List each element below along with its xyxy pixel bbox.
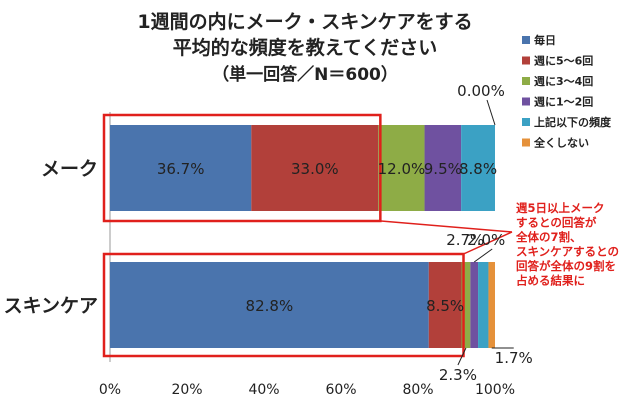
highlight-box-make <box>102 113 382 223</box>
legend-label: 週に1～2回 <box>534 95 593 109</box>
bar--1 <box>478 262 489 348</box>
data-label: 1.7% <box>495 349 533 367</box>
legend-swatch <box>522 118 530 126</box>
highlight-boxes <box>102 113 513 358</box>
annotation-line: 占める結果に <box>516 274 585 288</box>
legend-label: 週に3～4回 <box>534 74 593 88</box>
data-label: 0.00% <box>457 82 505 100</box>
bars <box>110 125 495 348</box>
bar-3-4-0 <box>378 125 425 211</box>
legend-swatch <box>522 138 530 147</box>
bar-5-6-0 <box>251 125 379 211</box>
bar--0 <box>110 125 252 211</box>
legend-swatch <box>522 56 530 65</box>
annotation: 週5日以上メークするとの回答が全体の7割、スキンケアするとの回答が全体の9割を占… <box>515 201 619 288</box>
x-tick-label: 20% <box>171 382 202 398</box>
bar-1-2-0 <box>424 125 462 211</box>
bar--0 <box>461 125 495 211</box>
data-label: 8.5% <box>426 297 464 315</box>
legend-label: 全くしない <box>533 136 589 150</box>
annotation-line: 回答が全体の9割を <box>516 259 616 273</box>
data-label: 33.0% <box>291 160 339 178</box>
legend-swatch <box>522 36 530 44</box>
bar-3-4-1 <box>461 262 471 348</box>
bar-5-6-1 <box>428 262 462 348</box>
legend-swatch <box>522 77 530 85</box>
bar--1 <box>110 262 429 348</box>
highlight-box-skincare <box>102 252 465 358</box>
label-leader-line <box>457 347 467 366</box>
data-label: 2.3% <box>439 366 477 384</box>
legend-label: 上記以下の頻度 <box>534 115 612 129</box>
x-tick-label: 100% <box>475 382 515 398</box>
label-leader-line <box>486 99 496 126</box>
highlight-connector <box>380 220 513 233</box>
category-label: メーク <box>41 158 98 180</box>
data-label: 82.8% <box>246 297 294 315</box>
legend-label: 毎日 <box>534 33 556 47</box>
annotation-line: 週5日以上メーク <box>516 201 605 215</box>
annotation-line: するとの回答が <box>516 216 597 230</box>
x-tick-label: 80% <box>402 382 433 398</box>
bar-1-2-1 <box>470 262 479 348</box>
data-label: 8.8% <box>459 160 497 178</box>
x-tick-label: 60% <box>325 382 356 398</box>
legend-swatch <box>522 97 530 106</box>
data-labels: 36.7% 33.0% 12.0%9.5%8.8% 0.00% 82.8% 8.5% 2.3… <box>157 82 533 384</box>
annotation-line: スキンケアするとの <box>516 245 619 259</box>
data-label: 9.5% <box>424 160 462 178</box>
data-label: 2.7% <box>446 231 484 249</box>
legend-label: 週に5～6回 <box>534 54 593 68</box>
chart-subtitle: 平均的な頻度を教えてください <box>173 36 437 59</box>
x-tick-label: 0% <box>99 382 121 398</box>
category-label: スキンケア <box>4 295 98 317</box>
data-label: 12.0% <box>378 160 426 178</box>
annotation-line: 全体の7割、 <box>515 230 582 244</box>
x-axis: 0% 20% 40% 60% 80% 100% <box>99 112 515 398</box>
x-tick-label: 40% <box>248 382 279 398</box>
chart-title: 1週間の内にメーク・スキンケアをする <box>137 10 472 33</box>
data-label: 2.0% <box>467 231 505 249</box>
highlight-connector <box>463 231 513 255</box>
bar--1 <box>488 262 495 348</box>
label-leader-line <box>473 248 493 263</box>
chart-note: （単一回答／N＝600） <box>212 64 398 85</box>
data-label: 36.7% <box>157 160 205 178</box>
